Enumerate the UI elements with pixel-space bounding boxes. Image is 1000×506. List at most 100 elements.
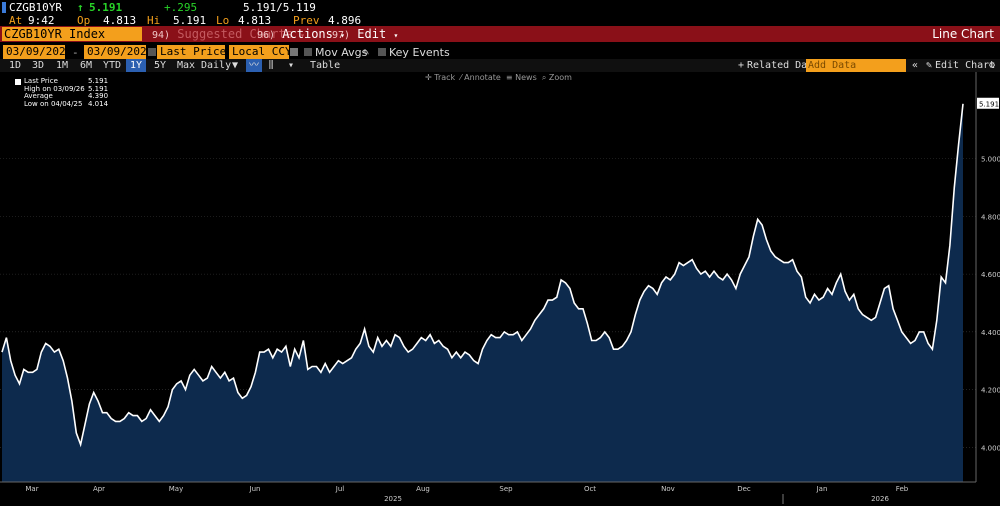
frequency-select[interactable]: Daily: [201, 60, 232, 71]
x-tick-label: Nov: [661, 485, 675, 493]
suggested-charts-menu[interactable]: 94) Suggested Charts ▾: [152, 27, 305, 41]
calendar-icon[interactable]: [148, 48, 156, 56]
period-5y[interactable]: 5Y: [153, 60, 167, 71]
collapse-icon[interactable]: «: [911, 60, 919, 71]
period-1y[interactable]: 1Y: [126, 59, 146, 72]
legend-value: 4.014: [88, 99, 109, 108]
legend-value: 4.390: [88, 92, 109, 100]
chevron-down-icon[interactable]: ▼: [231, 60, 239, 71]
y-tick-label: 4.600: [981, 271, 1000, 279]
x-tick-label: Aug: [416, 485, 430, 493]
period-6m[interactable]: 6M: [79, 60, 93, 71]
open-value: 4.813: [103, 14, 137, 27]
candlestick-icon[interactable]: ⫼: [268, 60, 274, 71]
year-label: 2025: [384, 495, 402, 503]
dropdown-caret-icon: ▾: [300, 31, 305, 40]
suggested-label: Suggested Charts: [177, 27, 293, 41]
end-date-input[interactable]: 03/09/2026: [84, 45, 153, 59]
legend-label: High on 03/09/26: [24, 84, 85, 93]
quote-time: 9:42: [28, 14, 55, 27]
mov-avgs-checkbox[interactable]: [304, 48, 312, 56]
add-data-input[interactable]: Add Data: [806, 59, 906, 72]
last-price-box: [977, 97, 999, 109]
period-3d[interactable]: 3D: [31, 60, 45, 71]
related-data-button[interactable]: Related Dat: [747, 60, 814, 71]
y-tick-label: 4.200: [981, 387, 1000, 395]
legend-label: Last Price: [24, 77, 58, 85]
period-ytd[interactable]: YTD: [102, 60, 122, 71]
legend-label: Low on 04/04/25: [24, 99, 83, 108]
legend-row: Last Price 5.191: [10, 77, 110, 86]
x-tick-label: Mar: [25, 485, 38, 493]
legend-row: Average 4.390: [10, 92, 110, 101]
prev-label: Prev: [293, 14, 320, 27]
news-label: News: [515, 73, 537, 82]
y-axis-ticks: 4.000 4.200 4.400 4.600 4.800 5.000: [981, 156, 1000, 453]
quote-stats: At 9:42 Op 4.813 Hi 5.191 Lo 4.813 Prev …: [0, 13, 1000, 27]
last-price: 5.191: [89, 1, 123, 14]
price-area: [2, 103, 963, 483]
edit-chart-button[interactable]: Edit Chart: [935, 60, 996, 71]
net-change: +.295: [164, 1, 198, 14]
x-tick-label: Jun: [249, 485, 261, 493]
high-label: Hi: [147, 14, 161, 27]
pencil-icon[interactable]: ✎: [363, 47, 370, 58]
period-max[interactable]: Max: [176, 60, 196, 71]
actions-menu[interactable]: 96) Actions ▾: [257, 27, 345, 41]
edit-label: Edit: [357, 27, 387, 41]
currency-dropdown-icon[interactable]: [290, 48, 298, 56]
period-1d[interactable]: 1D: [8, 60, 22, 71]
high-value: 5.191: [173, 14, 207, 27]
x-tick-label: Sep: [499, 485, 513, 493]
y-tick-label: 4.800: [981, 213, 1000, 221]
x-axis-ticks: Mar Apr May Jun Jul Aug Sep Oct Nov Dec Jan Feb 2025…: [25, 485, 909, 504]
low-label: Lo: [216, 14, 230, 27]
plus-icon[interactable]: +: [737, 60, 745, 71]
actions-label: Actions: [282, 27, 333, 41]
x-tick-label: Jul: [335, 485, 345, 493]
open-label: Op: [77, 14, 91, 27]
last-price-label: 5.191: [977, 97, 999, 109]
annotate-label: Annotate: [464, 73, 501, 82]
actions-num: 96): [257, 30, 276, 41]
legend-value: 5.191: [88, 77, 109, 85]
news-button[interactable]: ≡ News: [505, 73, 537, 82]
table-button[interactable]: Table: [310, 60, 341, 71]
chart-style-dropdown-icon[interactable]: ▾: [287, 60, 295, 71]
y-tick-label: 4.400: [981, 329, 1000, 337]
security-input[interactable]: CZGB10YR Index: [2, 27, 142, 41]
dropdown-caret-icon: ▾: [393, 31, 399, 40]
key-events-label[interactable]: Key Events: [389, 46, 450, 59]
edit-menu[interactable]: 97) Edit ▾: [332, 27, 398, 41]
legend-value: 5.191: [88, 84, 109, 93]
x-tick-label: Dec: [737, 485, 751, 493]
field-select[interactable]: Last Price: [157, 45, 226, 59]
bid-ask: 5.191/5.119: [243, 1, 316, 14]
x-tick-label: Jan: [816, 485, 828, 493]
period-toolbar: 1D 3D 1M 6M YTD 1Y 5Y Max Daily ▼ 〰 ⫼ ▾ …: [0, 59, 1000, 72]
price-chart[interactable]: 4.000 4.200 4.400 4.600 4.800 5.000 Mar Apr May…: [0, 72, 1000, 506]
line-chart-icon[interactable]: 〰: [246, 59, 262, 72]
y-tick-label: 4.000: [981, 444, 1000, 452]
price-line: [1, 103, 964, 448]
ticker-symbol: CZGB10YR: [9, 1, 62, 14]
chart-legend: Last Price 5.191 High on 03/09/26 5.191 …: [10, 77, 110, 114]
suggested-num: 94): [152, 30, 171, 41]
mov-avgs-label[interactable]: Mov Avgs: [315, 46, 368, 59]
track-button[interactable]: ✛ Track: [425, 73, 456, 82]
prev-value: 4.896: [328, 14, 362, 27]
quote-header: CZGB10YR ↑ 5.191 +.295 5.191/5.119: [0, 0, 1000, 14]
key-events-checkbox[interactable]: [378, 48, 386, 56]
currency-select[interactable]: Local CCY: [229, 45, 292, 59]
last-price-text: 5.191: [979, 100, 999, 108]
annotate-button[interactable]: ⁄ Annotate: [460, 73, 501, 82]
period-1m[interactable]: 1M: [55, 60, 69, 71]
low-value: 4.813: [238, 14, 272, 27]
pencil-icon[interactable]: ✎: [925, 60, 933, 71]
x-tick-label: May: [169, 485, 183, 493]
settings-icon[interactable]: ⚙: [988, 60, 996, 71]
legend-checkbox[interactable]: [15, 79, 21, 85]
zoom-button[interactable]: ⌕ Zoom: [541, 73, 572, 82]
edit-num: 97): [332, 30, 351, 41]
start-date-input[interactable]: 03/09/2025: [3, 45, 72, 59]
